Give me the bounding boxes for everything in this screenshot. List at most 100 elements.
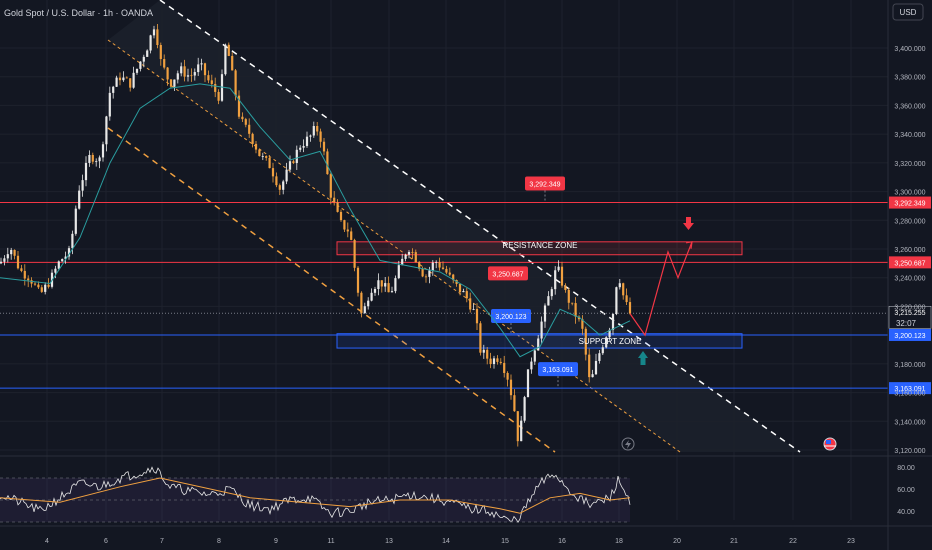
candle-body	[275, 176, 278, 186]
candle-body	[0, 261, 3, 264]
level-lines: 3,292.349 3,292.349 3,250.687 3,250.687 3,20…	[0, 176, 932, 395]
candle-body	[227, 44, 230, 56]
candle-body	[129, 78, 132, 88]
candle-body	[125, 77, 128, 79]
candle-body	[71, 233, 74, 249]
candle-body	[278, 185, 281, 190]
candle-body	[118, 77, 122, 81]
level-axis-label: 3,292.349	[894, 201, 925, 208]
y-tick-label: 3,340.000	[894, 132, 925, 139]
candle-body	[458, 283, 462, 293]
resistance-zone-label: RESISTANCE ZONE	[503, 241, 578, 250]
candle-body	[594, 360, 598, 375]
candle-body	[462, 291, 465, 293]
candle-body	[625, 295, 628, 303]
y-tick-label: 3,400.000	[894, 46, 925, 53]
y-tick-label: 3,160.000	[894, 391, 925, 398]
candle-body	[397, 265, 400, 279]
candle-body	[142, 56, 145, 62]
candle-body	[122, 77, 125, 81]
candle-body	[292, 161, 295, 164]
candle-body	[516, 411, 519, 442]
candle-body	[271, 168, 275, 177]
candle-body	[384, 283, 387, 287]
candle-body	[152, 29, 156, 36]
x-tick-label: 8	[217, 538, 221, 545]
candle-body	[445, 268, 448, 273]
currency-button[interactable]	[892, 3, 924, 21]
rsi-signal-polyline	[0, 477, 631, 514]
candle-body	[571, 302, 574, 304]
candle-body	[30, 280, 33, 284]
candle-body	[309, 135, 312, 137]
candle-body	[482, 349, 485, 353]
candle-body	[180, 66, 183, 74]
zones	[336, 241, 743, 349]
level-axis-label: 3,250.687	[894, 260, 925, 267]
candle-body	[588, 354, 591, 378]
candle-body	[554, 270, 557, 290]
candle-body	[370, 292, 373, 301]
last-price-tag	[888, 305, 932, 329]
x-tick-label: 23	[847, 538, 855, 545]
candle-body	[173, 79, 176, 87]
candle-body	[377, 280, 380, 290]
candle-body	[346, 229, 349, 232]
x-tick-label: 14	[442, 538, 450, 545]
candle-body	[183, 66, 186, 77]
candle-body	[261, 156, 264, 157]
candle-body	[390, 291, 394, 293]
level-axis-tag	[889, 328, 931, 341]
x-tick-label: 11	[327, 538, 334, 545]
candle-body	[326, 151, 329, 175]
level-tag-label: 3,200.123	[495, 314, 526, 321]
candle-body	[288, 161, 292, 170]
candle-body	[207, 75, 210, 81]
candle-body	[418, 262, 421, 269]
currency-button-label: USD	[900, 8, 917, 17]
support-zone-box	[336, 333, 743, 349]
ema-polyline	[0, 83, 631, 358]
channel-lower-line	[107, 127, 556, 453]
candle-body	[560, 266, 564, 286]
candle-body	[608, 329, 611, 338]
us-flag-icon[interactable]	[823, 437, 837, 451]
candle-body	[452, 274, 455, 281]
candle-body	[295, 149, 298, 164]
candle-body	[254, 143, 258, 150]
candle-body	[333, 197, 336, 203]
candle-body	[27, 278, 30, 281]
candle-body	[387, 283, 390, 293]
candle-body	[135, 68, 139, 73]
x-tick-label: 22	[789, 538, 797, 545]
candle-body	[611, 314, 615, 330]
candle-body	[469, 298, 472, 310]
candle-body	[475, 308, 479, 324]
candle-body	[112, 86, 115, 93]
candle-body	[81, 180, 84, 191]
candle-body	[319, 131, 322, 142]
candle-body	[373, 289, 377, 293]
x-tick-label: 16	[558, 538, 566, 545]
candle-body	[503, 362, 506, 373]
candle-body	[3, 258, 6, 262]
candle-body	[322, 141, 326, 152]
candle-body	[530, 361, 533, 370]
y-tick-label: 3,360.000	[894, 103, 925, 110]
candle-body	[74, 208, 77, 234]
flash-icon[interactable]	[621, 437, 635, 451]
y-tick-label: 3,300.000	[894, 190, 925, 197]
candle-body	[105, 116, 108, 145]
y-tick-label: 3,240.000	[894, 276, 925, 283]
candle-body	[591, 374, 594, 378]
rsi-polyline	[0, 466, 631, 523]
candle-body	[241, 116, 244, 120]
level-axis-label: 3,200.123	[894, 333, 925, 340]
candle-body	[33, 283, 37, 285]
candle-body	[533, 350, 536, 362]
candle-body	[486, 349, 489, 359]
candle-body	[132, 72, 135, 88]
candle-body	[10, 249, 13, 255]
candle-body	[496, 358, 499, 362]
